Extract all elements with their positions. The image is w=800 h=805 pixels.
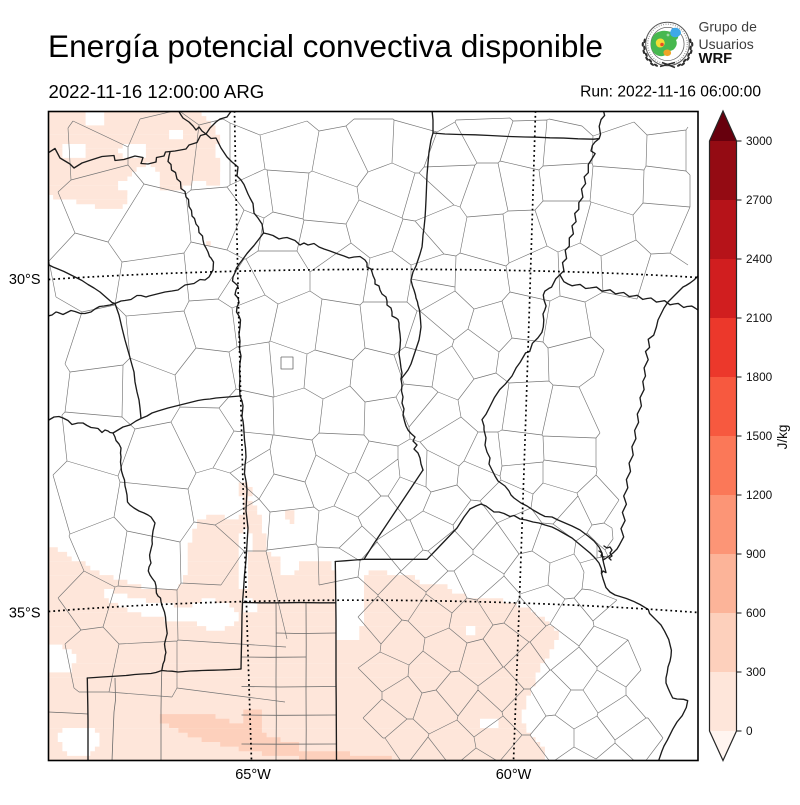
svg-text:1200: 1200 [746, 488, 773, 502]
svg-text:Run: 2022-11-16 06:00:00: Run: 2022-11-16 06:00:00 [580, 84, 761, 101]
svg-text:35°S: 35°S [9, 606, 41, 622]
svg-text:1500: 1500 [746, 429, 773, 443]
svg-text:900: 900 [746, 547, 766, 561]
svg-text:60°W: 60°W [496, 767, 532, 783]
svg-text:Usuarios: Usuarios [699, 36, 754, 52]
svg-text:300: 300 [746, 665, 766, 679]
svg-text:65°W: 65°W [235, 767, 271, 783]
svg-text:0: 0 [746, 724, 753, 738]
svg-text:2400: 2400 [746, 252, 773, 266]
svg-text:30°S: 30°S [9, 272, 41, 288]
svg-text:J/kg: J/kg [775, 425, 790, 450]
svg-text:2100: 2100 [746, 311, 773, 325]
svg-text:600: 600 [746, 606, 766, 620]
svg-text:2700: 2700 [746, 193, 773, 207]
svg-text:2022-11-16 12:00:00 ARG: 2022-11-16 12:00:00 ARG [49, 81, 265, 102]
svg-text:WRF: WRF [699, 51, 733, 67]
svg-text:Energía potencial convectiva d: Energía potencial convectiva disponible [48, 28, 603, 64]
svg-text:Grupo de: Grupo de [699, 18, 758, 34]
svg-text:3000: 3000 [746, 134, 773, 148]
svg-text:1800: 1800 [746, 370, 773, 384]
